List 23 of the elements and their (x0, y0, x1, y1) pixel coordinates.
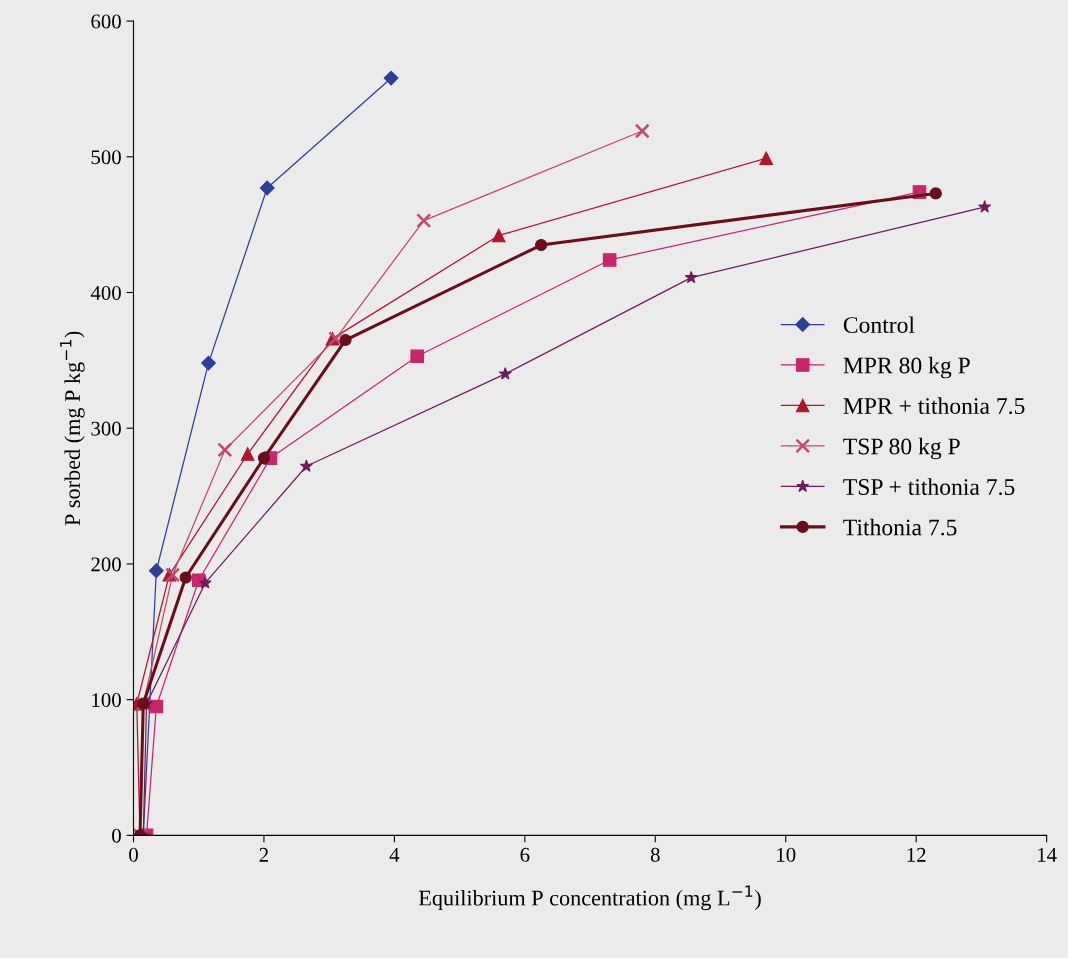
y-tick-label: 300 (91, 421, 121, 436)
y-tick-label: 400 (90, 285, 121, 300)
y-tick-label: 100 (92, 693, 121, 708)
legend-label: Control (843, 316, 915, 334)
legend-label: MPR 80 kg P (843, 356, 970, 379)
y-tick-label: 0 (112, 828, 121, 843)
y-tick-label: 200 (91, 557, 121, 572)
x-tick-label: 0 (129, 847, 138, 862)
x-tick-label: 12 (907, 847, 926, 862)
y-tick-label: 600 (91, 14, 121, 29)
y-axis-title: P sorbed (mg P kg$^{−1}$) (60, 331, 85, 526)
legend-label: TSP 80 kg P (843, 437, 960, 460)
x-tick-label: 6 (520, 847, 530, 862)
x-tick-label: 4 (389, 847, 400, 862)
x-tick-label: 10 (777, 847, 796, 862)
x-axis-title: Equilibrium P concentration (mg L$^{−1}$) (418, 885, 761, 911)
y-tick-label: 500 (91, 150, 121, 165)
legend-label: TSP + tithonia 7.5 (843, 478, 1015, 496)
x-tick-label: 14 (1038, 847, 1057, 862)
x-tick-label: 8 (650, 847, 660, 862)
legend-label: MPR + tithonia 7.5 (843, 397, 1025, 415)
x-tick-label: 2 (259, 847, 269, 862)
legend-label: Tithonia 7.5 (843, 518, 957, 536)
